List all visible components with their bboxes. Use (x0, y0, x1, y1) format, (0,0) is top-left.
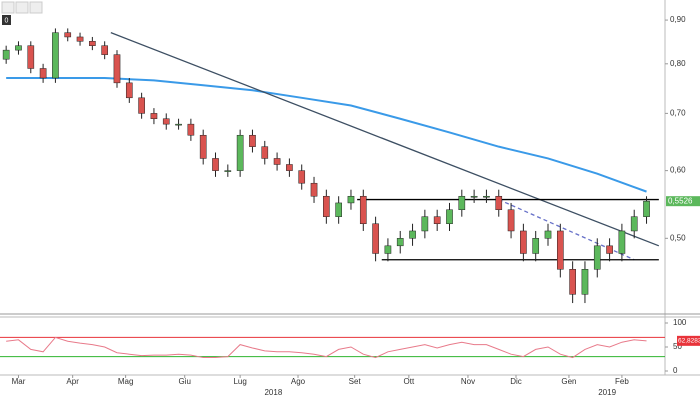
candle-body (372, 223, 379, 254)
candle-body (581, 269, 589, 295)
candle-body (458, 195, 466, 210)
candle-body (286, 164, 293, 171)
candle-body (421, 216, 429, 232)
candle-body (89, 41, 96, 46)
candle-body (125, 82, 133, 99)
candle-body (310, 182, 318, 197)
candle-body (64, 32, 72, 38)
candle-body (396, 238, 404, 247)
tool-icon[interactable] (15, 1, 29, 14)
trendline (110, 32, 660, 247)
candle-body (520, 230, 527, 254)
trendline (498, 198, 635, 261)
price-label-box (666, 196, 700, 207)
x-tick-label: Set (349, 377, 362, 386)
x-tick-label: Ago (291, 377, 306, 386)
rsi-line (6, 336, 647, 359)
tool-icon[interactable] (1, 1, 15, 14)
y-tick-label: 0,70 (670, 108, 686, 117)
rsi-tick-label: 0 (673, 366, 678, 375)
candle-body (113, 54, 121, 84)
candle-body (347, 195, 355, 204)
candle-body (384, 245, 392, 254)
candle-body (261, 146, 269, 159)
candle-body (2, 49, 10, 60)
candle-body (593, 245, 601, 270)
candle-body (187, 123, 195, 136)
candle-body (224, 170, 232, 172)
candle-body (249, 134, 256, 147)
candle-body (101, 45, 109, 55)
candle-body (556, 230, 564, 270)
candle-body (335, 202, 342, 217)
x-tick-label: Feb (615, 377, 629, 386)
candle-body (298, 170, 306, 184)
x-tick-label: Apr (66, 377, 79, 386)
candle-body (76, 36, 84, 42)
x-tick-label: Giu (178, 377, 190, 386)
y-tick-label: 0,90 (670, 15, 686, 24)
year-label: 2019 (598, 388, 616, 397)
candle-body (150, 113, 158, 119)
candle-body (433, 216, 441, 225)
candle-body (495, 195, 503, 210)
candle-body (138, 97, 145, 114)
candle-body (470, 195, 478, 198)
y-tick-label: 0,60 (670, 166, 686, 175)
tool-icon[interactable] (29, 1, 43, 14)
candle-body (630, 216, 638, 232)
moving-average (6, 76, 647, 193)
candle-body (162, 118, 170, 125)
rsi-label: 62,8283 (678, 338, 700, 345)
candle-body (52, 32, 59, 79)
candle-body (532, 238, 540, 254)
candle-body (409, 230, 416, 239)
candle-body (618, 230, 626, 254)
candle-body (273, 158, 281, 165)
candle-body (643, 200, 650, 217)
x-tick-label: Ott (404, 377, 415, 386)
candle-body (359, 195, 367, 225)
candle-body (446, 209, 453, 225)
x-tick-label: Nov (461, 377, 475, 386)
candle-body (212, 158, 219, 171)
candle-body (39, 68, 47, 79)
candle-body (483, 195, 490, 198)
candle-body (27, 45, 35, 69)
x-tick-label: Lug (233, 377, 246, 386)
candle-body (236, 134, 244, 171)
counter: 0 (5, 17, 9, 24)
x-tick-label: Dic (510, 377, 522, 386)
rsi-label-box (677, 335, 700, 346)
counter-box (2, 15, 11, 25)
rsi-tick-label: 50 (673, 342, 682, 351)
price-label: 0,5526 (668, 196, 693, 205)
y-tick-label: 0,80 (670, 59, 686, 68)
year-label: 2018 (264, 388, 282, 397)
x-tick-label: Mar (12, 377, 26, 386)
x-tick-label: Mag (118, 377, 134, 386)
y-tick-label: 0,50 (670, 233, 686, 242)
candle-body (199, 134, 207, 159)
rsi-tick-label: 100 (673, 318, 687, 327)
candle-body (15, 45, 22, 51)
candle-body (323, 195, 330, 217)
candle-body (507, 209, 515, 232)
candle-body (569, 269, 576, 295)
candle-body (544, 230, 552, 239)
candle-body (606, 245, 613, 254)
x-tick-label: Gen (561, 377, 576, 386)
candle-body (175, 123, 182, 126)
